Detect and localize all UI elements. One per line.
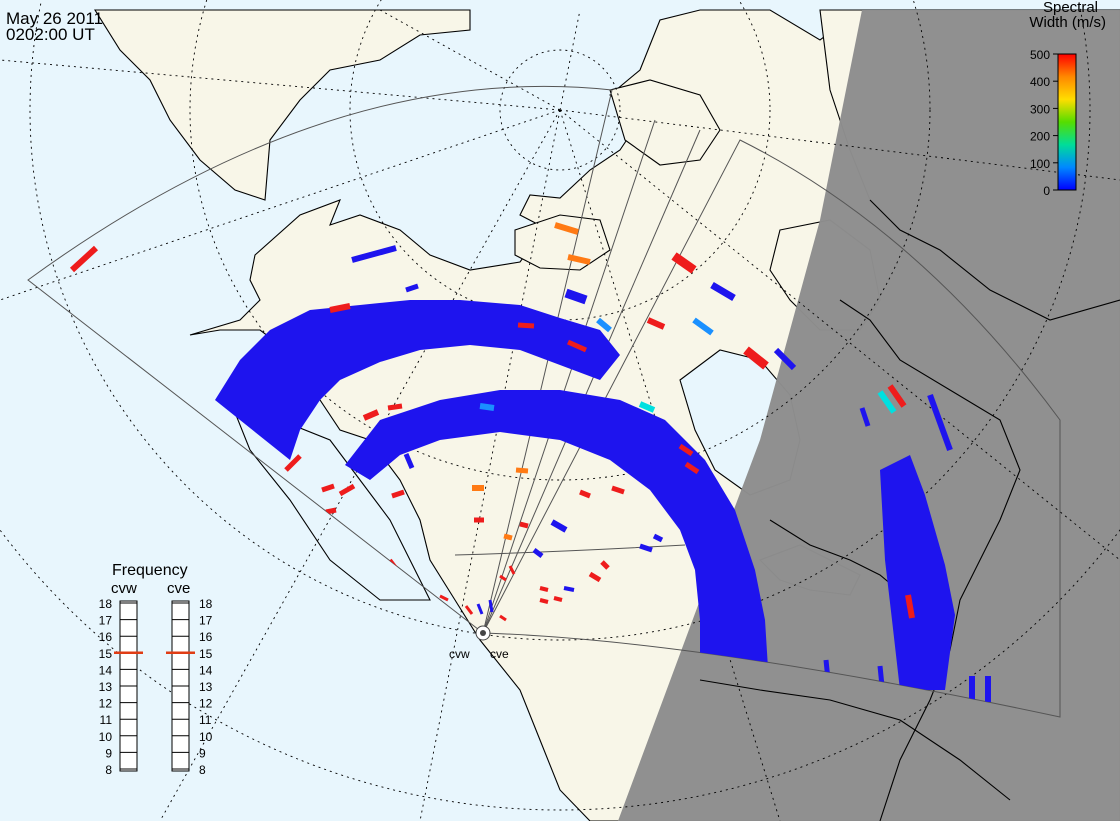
chukotka-landmass: [94, 9, 471, 201]
frequency-tick-label-west: 9: [105, 746, 112, 760]
colorbar-tick-label: 200: [1030, 130, 1050, 144]
frequency-tick-label-east: 17: [199, 614, 213, 628]
colorbar-title-line1: Spectral: [1043, 0, 1098, 16]
frequency-east-label: cve: [167, 580, 190, 597]
radar-echoes: [69, 177, 991, 702]
frequency-tick-label-east: 14: [199, 663, 213, 677]
victoria-island: [514, 214, 611, 271]
frequency-tick-label-west: 15: [99, 647, 113, 661]
frequency-tick-label-west: 13: [99, 680, 113, 694]
dense-echo-band-night: [880, 455, 955, 690]
frequency-tick-label-west: 11: [100, 713, 113, 727]
dense-echo-band-west: [215, 300, 620, 460]
radar-site: [475, 625, 491, 641]
frequency-tick-label-east: 10: [199, 730, 213, 744]
frequency-tick-label-west: 17: [99, 614, 113, 628]
colorbar-strip: [1057, 53, 1077, 191]
frequency-tick-label-west: 16: [99, 630, 113, 644]
frequency-tick-label-west: 8: [105, 763, 112, 777]
radar-label-cve: cve: [490, 647, 509, 661]
frequency-tick-label-west: 18: [99, 597, 113, 611]
colorbar-tick-label: 100: [1030, 157, 1050, 171]
frequency-tick-label-east: 9: [199, 746, 206, 760]
colorbar-tick-label: 300: [1030, 102, 1050, 116]
frequency-tick-label-west: 12: [99, 697, 113, 711]
colorbar-ticks: 500 400 300 200 100 0: [1030, 48, 1058, 198]
frequency-tick-label-east: 11: [199, 713, 212, 727]
frequency-tick-label-west: 14: [99, 663, 113, 677]
cvw-fov: [27, 85, 613, 634]
ellesmere-island: [609, 79, 721, 166]
frequency-tick-label-east: 15: [199, 647, 213, 661]
radar-label-cvw: cvw: [449, 647, 470, 661]
colorbar-tick-label: 0: [1043, 184, 1050, 198]
frequency-tick-label-west: 10: [99, 730, 113, 744]
colorbar-tick-label: 500: [1030, 48, 1050, 62]
date-label: May 26 2011: [6, 9, 103, 28]
colorbar-title-line2: Width (m/s): [1029, 14, 1106, 31]
colorbar-tick-label: 400: [1030, 75, 1050, 89]
frequency-tick-label-east: 13: [199, 680, 213, 694]
cve-fov: [482, 139, 1061, 718]
time-label: 0202:00 UT: [6, 25, 95, 44]
fov-outline: [27, 85, 1061, 718]
night-coastlines: [699, 199, 1120, 821]
frequency-tick-label-east: 18: [199, 597, 213, 611]
frequency-tick-label-east: 12: [199, 697, 213, 711]
frequency-tick-label-east: 8: [199, 763, 206, 777]
colorbar: Spectral Width (m/s) 500 400 300 200 100 0: [1029, 0, 1106, 198]
frequency-scales: 18 18 17 17 16 16 15 15 14 14 13 13 12 12 11 11 10 10 9 9 8 8: [99, 597, 213, 777]
frequency-tick-label-east: 16: [199, 630, 213, 644]
dense-echo-band-east: [345, 390, 768, 668]
frequency-title: Frequency: [112, 562, 188, 579]
frequency-panel: Frequency cvw cve 18 18 17 17 16 16 15 15 14 14 13…: [99, 562, 213, 777]
frequency-west-label: cvw: [111, 580, 137, 597]
